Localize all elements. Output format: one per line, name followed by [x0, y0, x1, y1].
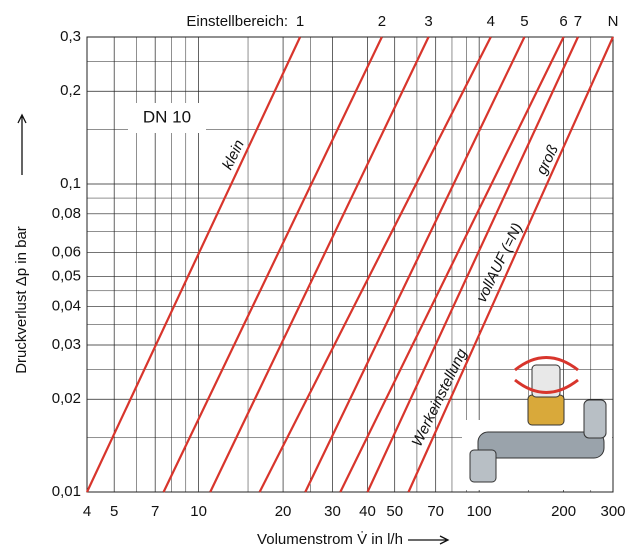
- series-label: 2: [378, 13, 386, 30]
- y-axis-label: Druckverlust Δp in bar: [13, 226, 30, 374]
- series-label: 4: [487, 13, 495, 30]
- chart: 4 5 7 10 20 30 40 50 70 100 200 300 0,01 0,02 0,03 0,04…: [0, 0, 634, 554]
- x-tick-label: 4: [83, 503, 91, 520]
- x-tick-label: 7: [151, 503, 159, 520]
- x-tick-label: 100: [467, 503, 492, 520]
- top-label-prefix: Einstellbereich:: [186, 13, 288, 30]
- x-tick-label: 40: [359, 503, 376, 520]
- y-tick-label: 0,01: [52, 483, 81, 500]
- y-tick-label: 0,1: [60, 175, 81, 192]
- y-tick-label: 0,2: [60, 82, 81, 99]
- series-label: N: [608, 13, 619, 30]
- y-axis-arrow: [18, 115, 26, 175]
- x-tick-label: 20: [275, 503, 292, 520]
- y-tick-label: 0,05: [52, 268, 81, 285]
- y-tick-label: 0,08: [52, 205, 81, 222]
- series-label: 7: [574, 13, 582, 30]
- series-label: 3: [424, 13, 432, 30]
- x-tick-label: 300: [600, 503, 625, 520]
- y-tick-label: 0,04: [52, 298, 81, 315]
- y-tick-label: 0,06: [52, 243, 81, 260]
- y-tick-label: 0,03: [52, 336, 81, 353]
- series-label: 1: [296, 13, 304, 30]
- x-tick-label: 70: [427, 503, 444, 520]
- x-tick-label: 5: [110, 503, 118, 520]
- y-tick-label: 0,02: [52, 390, 81, 407]
- x-tick-label: 200: [551, 503, 576, 520]
- series-label: 6: [559, 13, 567, 30]
- x-tick-label: 50: [386, 503, 403, 520]
- y-tick-label: 0,3: [60, 28, 81, 45]
- series-label: 5: [520, 13, 528, 30]
- x-axis-label: Volumenstrom V̇ in l/h: [257, 531, 403, 548]
- x-axis-arrow: [408, 536, 448, 544]
- x-tick-label: 30: [324, 503, 341, 520]
- annotation: DN 10: [143, 107, 191, 126]
- x-tick-label: 10: [190, 503, 207, 520]
